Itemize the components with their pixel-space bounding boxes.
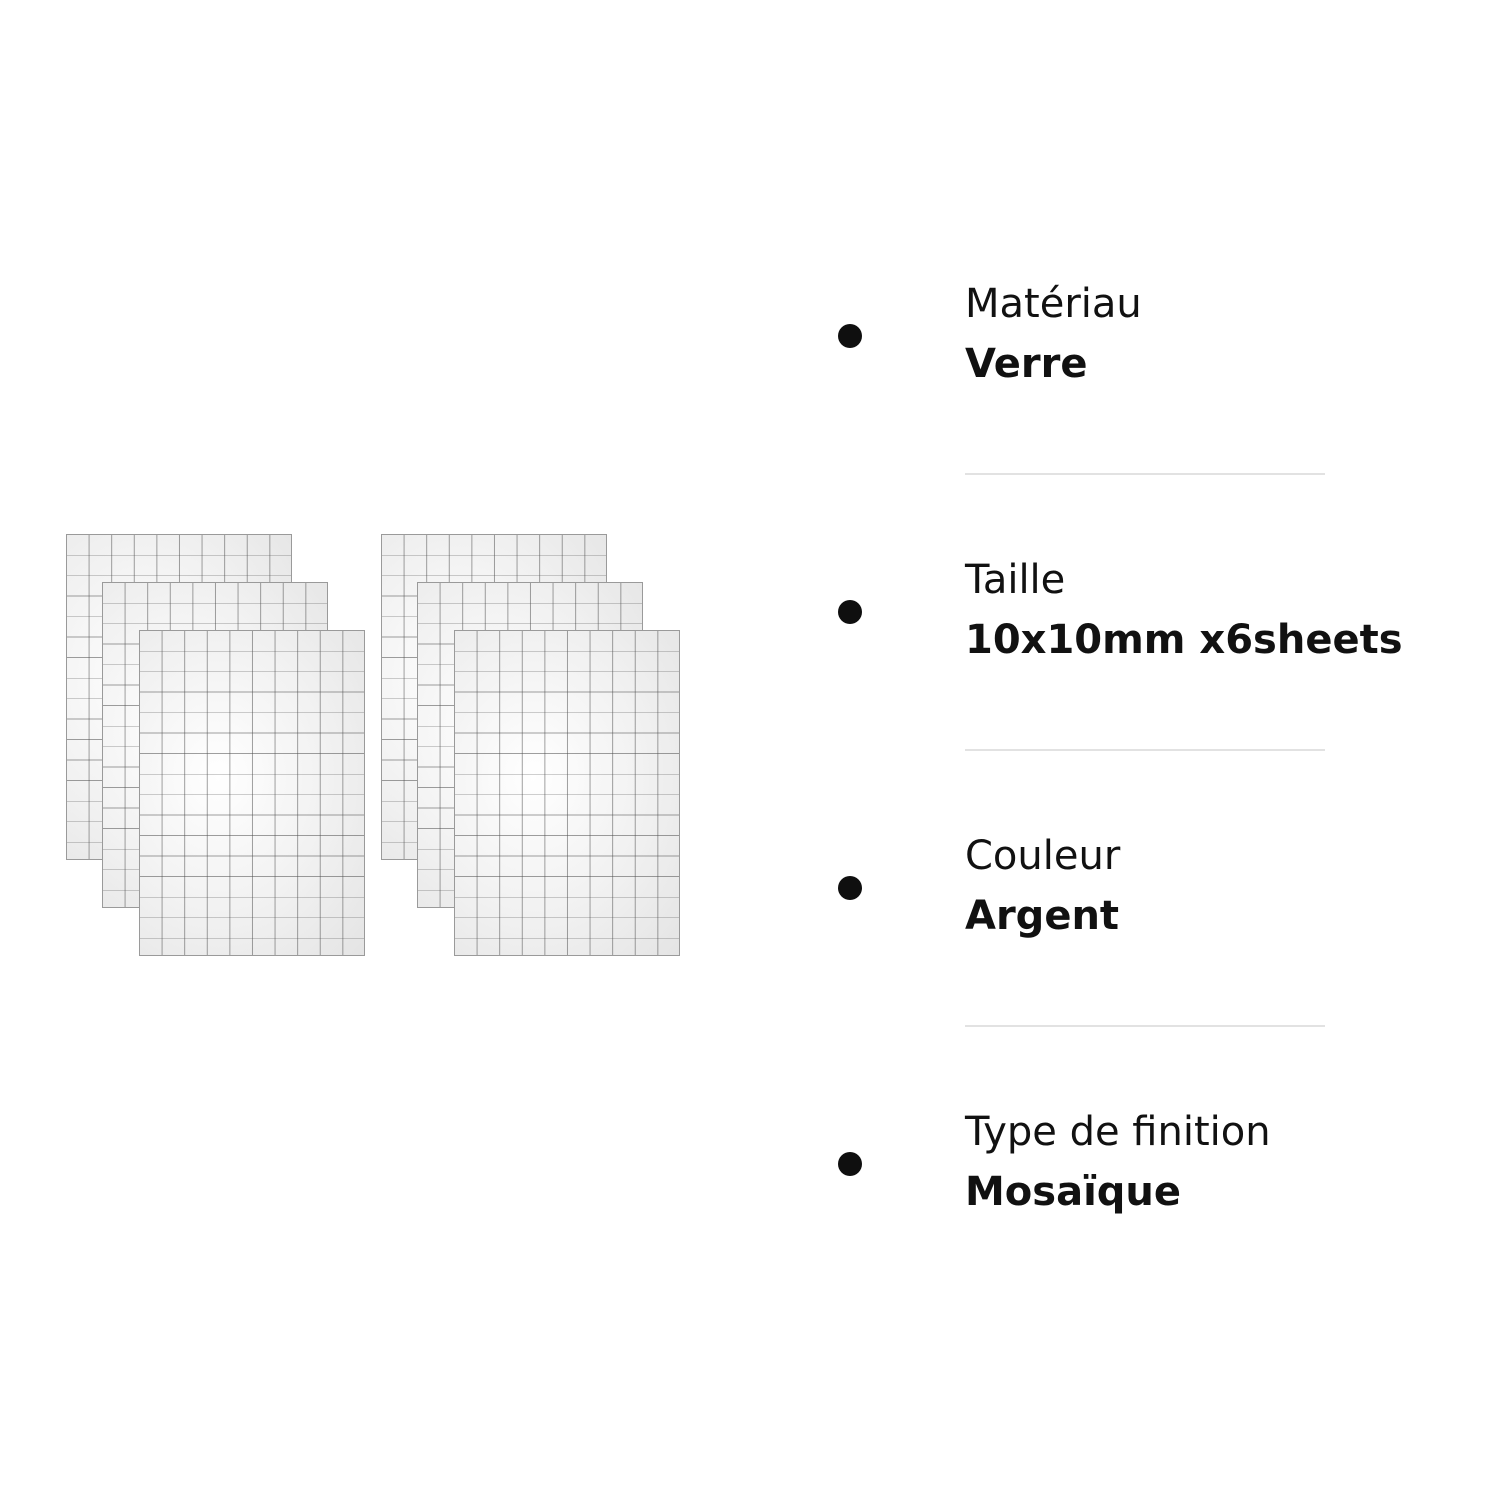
spec-label: Taille xyxy=(965,557,1066,603)
spec-divider xyxy=(965,1025,1325,1027)
spec-value: Verre xyxy=(965,341,1088,387)
mirror-mosaic-sheets-image xyxy=(66,534,680,956)
spec-label: Matériau xyxy=(965,281,1142,327)
bullet-icon xyxy=(838,1152,862,1176)
bullet-icon xyxy=(838,876,862,900)
spec-divider xyxy=(965,749,1325,751)
spec-value: 10x10mm x6sheets xyxy=(965,617,1403,663)
mosaic-sheet xyxy=(454,630,680,956)
spec-value: Argent xyxy=(965,893,1120,939)
bullet-icon xyxy=(838,324,862,348)
spec-label: Couleur xyxy=(965,833,1121,879)
spec-value: Mosaïque xyxy=(965,1169,1182,1215)
spec-divider xyxy=(965,473,1325,475)
mosaic-sheet xyxy=(139,630,365,956)
spec-label: Type de finition xyxy=(965,1109,1271,1155)
bullet-icon xyxy=(838,600,862,624)
